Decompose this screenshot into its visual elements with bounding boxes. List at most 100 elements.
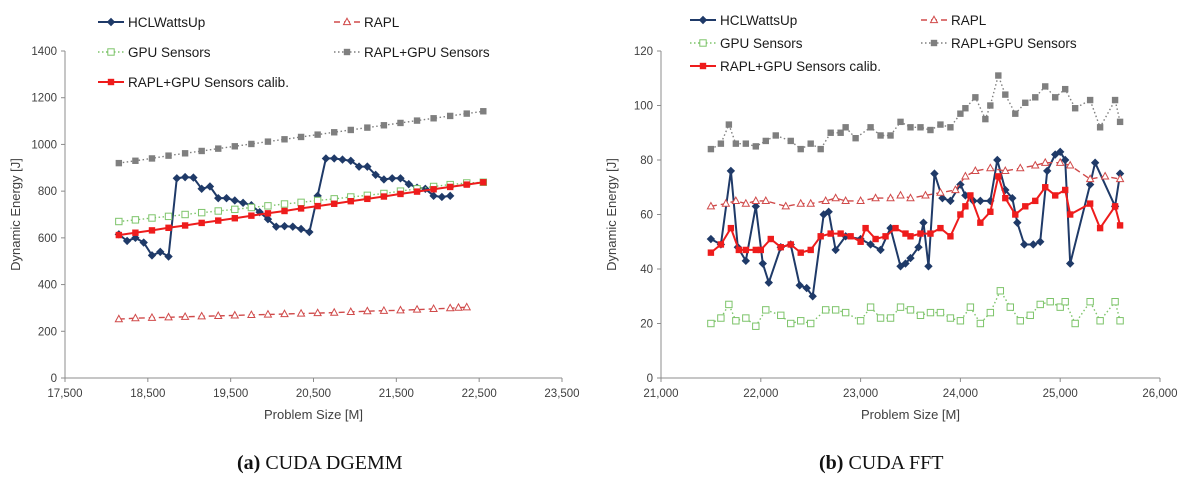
data-point — [742, 246, 750, 254]
data-point — [288, 222, 297, 231]
data-point — [957, 110, 964, 117]
data-point — [706, 201, 716, 210]
data-point — [1096, 124, 1104, 131]
data-point — [872, 235, 879, 243]
legend-item: GPU Sensors — [690, 36, 803, 51]
data-point — [907, 124, 914, 131]
data-point — [831, 245, 840, 255]
data-point — [297, 198, 305, 207]
data-point — [797, 145, 804, 153]
data-point — [764, 278, 773, 287]
y-axis-label: Dynamic Energy [J] — [8, 158, 23, 271]
data-point — [379, 305, 389, 314]
data-point — [296, 308, 306, 317]
series-rapl — [114, 302, 472, 323]
data-point — [867, 124, 874, 131]
data-point — [413, 188, 421, 195]
data-point — [181, 150, 189, 157]
caption-b-text: CUDA FFT — [843, 452, 944, 474]
data-point — [725, 300, 733, 309]
data-point — [215, 145, 222, 152]
data-point — [892, 224, 899, 232]
data-point — [752, 322, 760, 330]
data-point — [313, 196, 322, 205]
data-point — [916, 311, 925, 320]
y-tick-label: 40 — [640, 264, 653, 276]
data-point — [280, 309, 289, 318]
data-point — [364, 124, 371, 131]
y-tick-label: 1200 — [31, 93, 57, 105]
data-point — [165, 152, 172, 159]
data-point — [993, 155, 1002, 165]
data-point — [230, 196, 240, 205]
data-point — [1061, 186, 1069, 194]
data-point — [1111, 298, 1119, 306]
legend-marker — [106, 17, 116, 27]
data-point — [1040, 157, 1050, 166]
data-point — [1065, 160, 1075, 169]
data-point — [996, 287, 1005, 295]
series-hclwattsup — [114, 154, 455, 261]
y-tick-label: 400 — [38, 280, 57, 292]
data-point — [726, 166, 736, 176]
data-point — [147, 312, 157, 321]
data-point — [1056, 303, 1064, 311]
legend-label: HCLWattsUp — [720, 13, 797, 28]
data-point — [462, 302, 472, 311]
data-point — [280, 221, 289, 231]
data-point — [987, 102, 994, 109]
data-point — [198, 147, 205, 155]
data-point — [248, 212, 255, 219]
data-point — [296, 224, 306, 234]
data-point — [802, 283, 811, 293]
data-point — [346, 307, 356, 315]
data-point — [379, 175, 389, 184]
data-point — [364, 195, 371, 203]
data-point — [741, 198, 751, 207]
legend-label: GPU Sensors — [720, 36, 803, 51]
data-point — [927, 126, 934, 134]
legend-item: RAPL+GPU Sensors — [921, 36, 1077, 51]
legend-item: HCLWattsUp — [690, 13, 797, 28]
data-point — [1066, 211, 1074, 218]
data-point — [847, 233, 854, 240]
data-point — [856, 317, 865, 325]
x-tick-label: 17,500 — [47, 388, 82, 400]
data-point — [1012, 110, 1019, 117]
data-point — [717, 314, 725, 322]
data-point — [721, 198, 731, 207]
data-point — [966, 303, 975, 311]
y-tick-label: 80 — [640, 155, 653, 167]
data-point — [930, 169, 939, 178]
data-point — [248, 140, 255, 148]
data-point — [231, 205, 239, 214]
data-point — [761, 196, 771, 204]
data-point — [917, 230, 924, 237]
data-point — [264, 210, 272, 217]
data-point — [404, 179, 413, 189]
y-tick-label: 100 — [634, 101, 653, 113]
x-tick-label: 22,500 — [462, 388, 497, 400]
data-point — [231, 143, 239, 150]
data-point — [148, 227, 156, 234]
data-point — [1085, 174, 1095, 183]
x-tick-label: 19,500 — [213, 388, 248, 400]
data-point — [247, 310, 256, 319]
legend-label: RAPL — [951, 13, 987, 28]
data-point — [1061, 298, 1069, 306]
data-point — [837, 230, 844, 237]
data-point — [906, 306, 915, 314]
data-point — [841, 196, 850, 204]
y-tick-label: 60 — [640, 210, 653, 222]
data-point — [866, 303, 875, 311]
data-point — [762, 306, 770, 314]
legend-marker — [930, 39, 938, 47]
data-point — [1015, 163, 1025, 172]
data-point — [1115, 169, 1125, 178]
y-tick-label: 200 — [38, 326, 57, 338]
series-line — [710, 161, 1121, 208]
data-point — [330, 154, 339, 163]
legend-marker — [343, 48, 351, 56]
data-point — [926, 308, 935, 317]
data-point — [1000, 166, 1010, 174]
